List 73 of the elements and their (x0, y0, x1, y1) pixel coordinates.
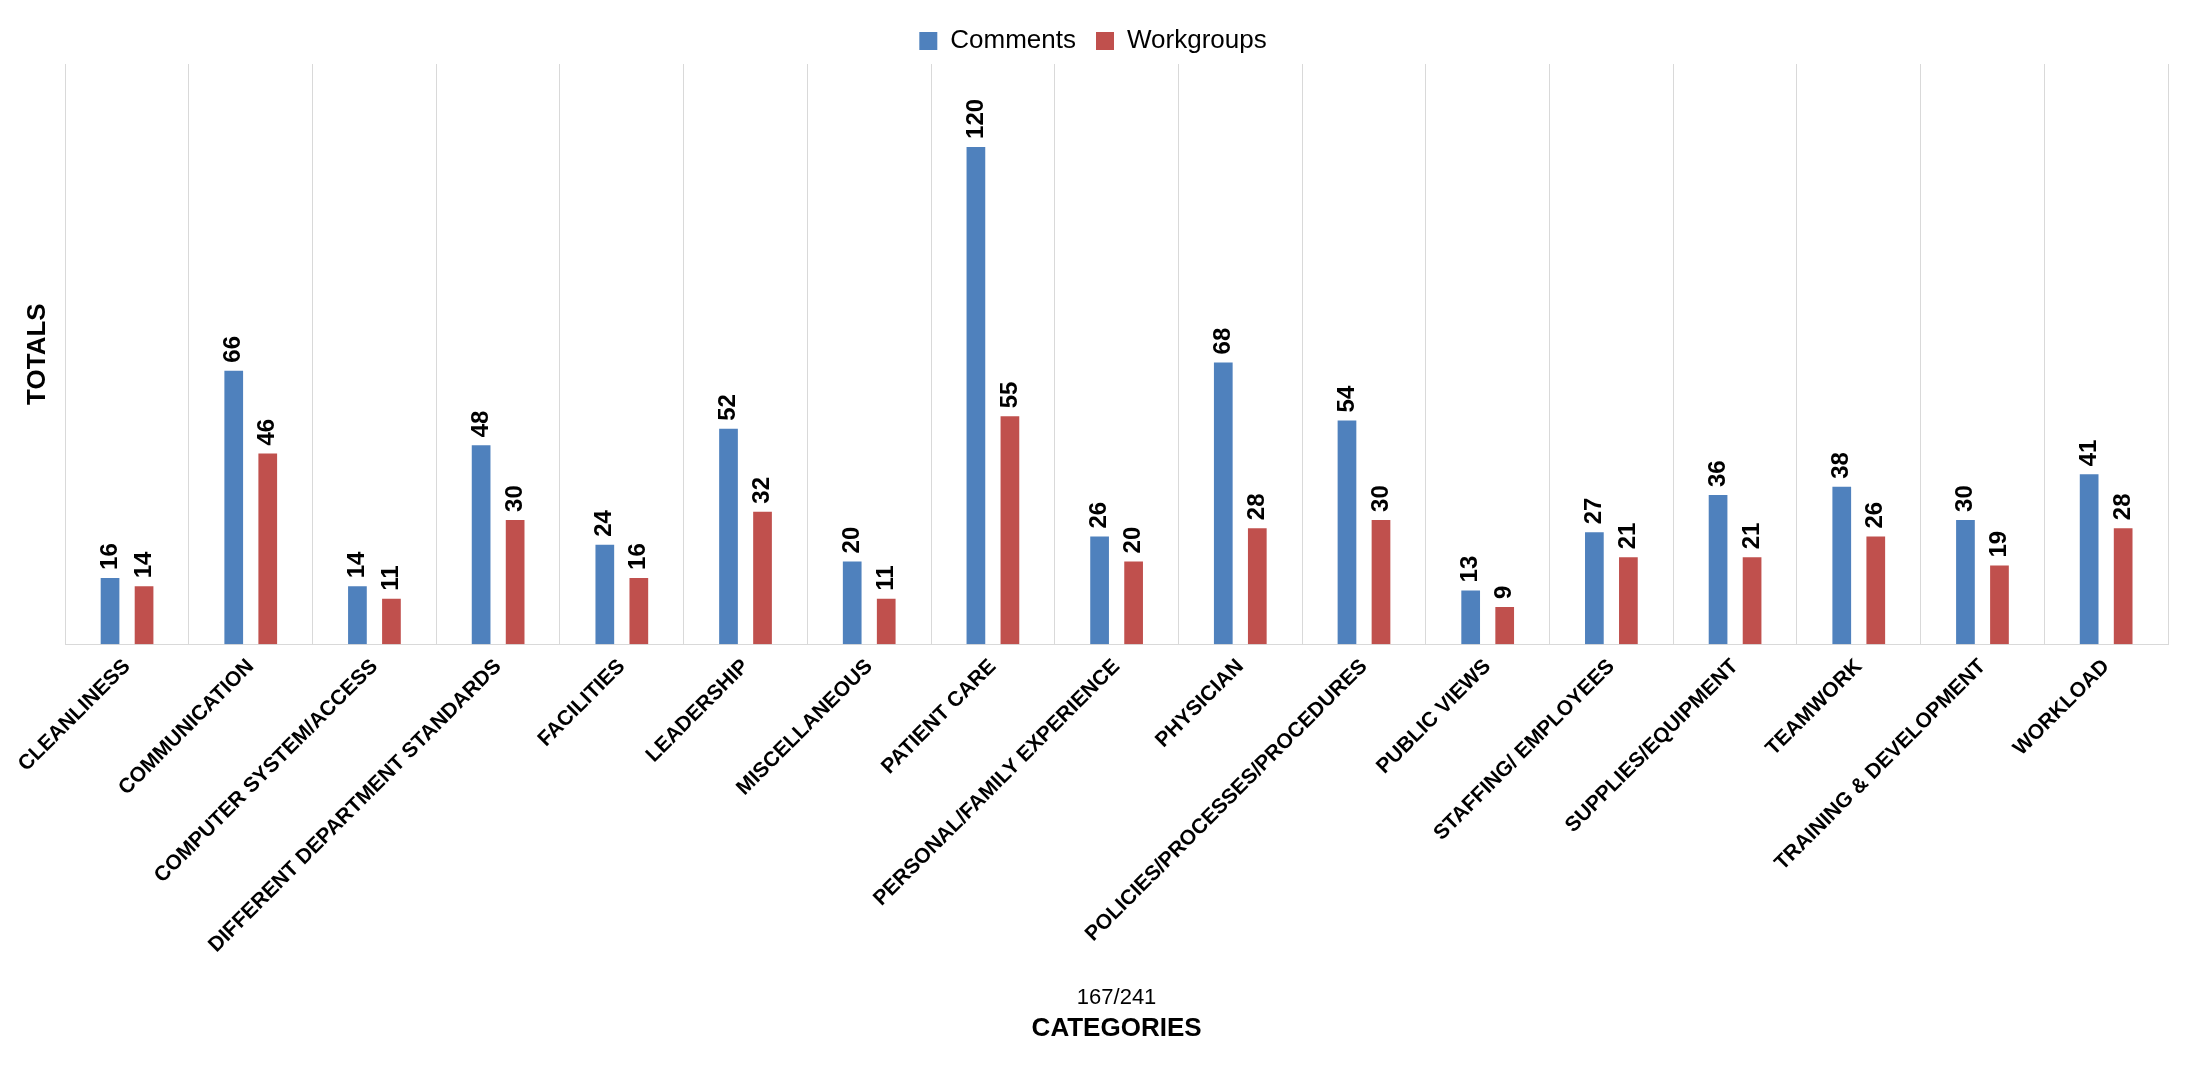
bar (1495, 606, 1515, 645)
bar (1090, 536, 1109, 645)
bar (1000, 416, 1020, 645)
data-label: 16 (94, 543, 122, 570)
data-label: 24 (589, 509, 617, 537)
data-label: 13 (1455, 555, 1483, 583)
data-label: 66 (218, 336, 246, 363)
bar (1247, 528, 1267, 645)
bar (1337, 420, 1357, 645)
data-label: 26 (1084, 501, 1112, 529)
bar (1866, 536, 1886, 645)
data-label: 20 (1118, 526, 1146, 554)
bar (966, 146, 986, 645)
bar (1990, 565, 2009, 645)
data-label: 68 (1207, 327, 1235, 355)
bar (1461, 590, 1481, 645)
data-label: 9 (1489, 585, 1517, 599)
data-label: 30 (1950, 485, 1978, 512)
data-label: 11 (376, 565, 404, 591)
bar (382, 598, 401, 645)
data-label: 16 (623, 543, 651, 570)
data-label: 32 (747, 476, 775, 504)
data-label: 19 (1984, 530, 2012, 558)
text: 167/241 (1076, 984, 1157, 1010)
bar (1619, 557, 1638, 645)
bar (1213, 362, 1233, 645)
bar (753, 511, 772, 645)
data-label: 41 (2073, 439, 2101, 467)
data-label: 20 (836, 526, 864, 554)
bar (1124, 561, 1143, 645)
data-label: 46 (252, 418, 280, 446)
bar (1956, 519, 1975, 645)
data-label: 36 (1702, 460, 1730, 488)
y-axis-title: TOTALS (20, 303, 51, 405)
bar (348, 586, 367, 645)
data-label: 48 (465, 410, 493, 438)
data-label: 14 (342, 550, 370, 579)
bar (595, 544, 615, 645)
data-label: 14 (128, 550, 156, 579)
bar (2113, 528, 2133, 645)
bar (224, 370, 244, 645)
data-label: 11 (870, 565, 898, 591)
data-label: 26 (1860, 501, 1888, 529)
bar (842, 561, 862, 645)
data-label: 28 (1241, 493, 1269, 521)
bar (258, 453, 278, 645)
bar (629, 577, 649, 645)
legend-label: Workgroups (1127, 24, 1267, 55)
bar (1832, 486, 1852, 645)
bar (2079, 474, 2099, 645)
bar (505, 519, 525, 645)
bar (876, 598, 896, 645)
data-label: 21 (1736, 522, 1764, 550)
legend-label: Comments (950, 24, 1077, 55)
data-label: 38 (1826, 452, 1854, 479)
x-axis-title: CATEGORIES (1031, 1011, 1202, 1042)
data-label: 52 (713, 394, 741, 421)
data-label: 27 (1578, 497, 1606, 525)
data-label: 55 (994, 381, 1022, 409)
bar (719, 428, 738, 645)
bar (1742, 557, 1762, 645)
bar (134, 586, 154, 645)
bar (1371, 519, 1391, 645)
data-label: 30 (1365, 485, 1393, 512)
data-label: 21 (1613, 522, 1641, 550)
bar (1585, 532, 1604, 645)
data-label: 30 (499, 485, 527, 512)
bar (100, 577, 120, 645)
data-label: 28 (2107, 493, 2135, 521)
data-label: 54 (1331, 385, 1359, 413)
bar (471, 445, 491, 645)
data-label: 120 (960, 98, 988, 139)
bar (1708, 495, 1728, 645)
